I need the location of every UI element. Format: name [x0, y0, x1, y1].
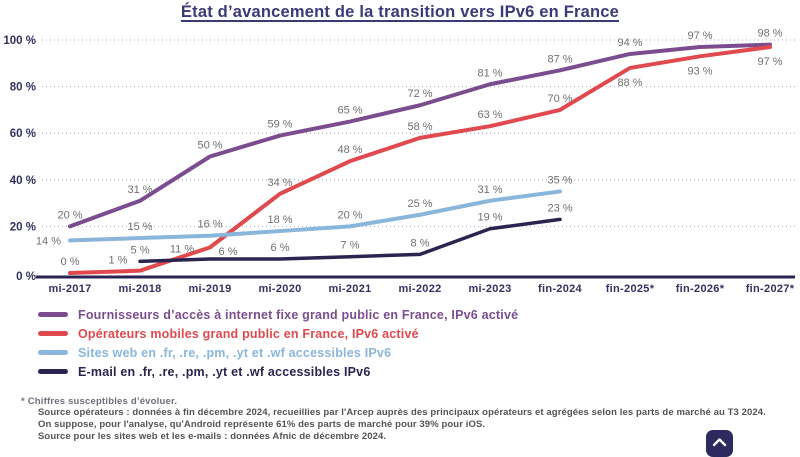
- source-note: Source opérateurs : données à fin décemb…: [38, 407, 790, 443]
- data-label-fai-fixe-mi-2023: 81 %: [477, 67, 502, 79]
- data-label-fai-fixe-mi-2019: 50 %: [197, 140, 222, 152]
- y-tick-label: 80 %: [10, 82, 36, 94]
- data-label-operateurs-mobiles-mi-2023: 63 %: [477, 109, 502, 121]
- data-label-email-mi-2021: 7 %: [341, 240, 360, 252]
- data-label-sites-web-mi-2019: 16 %: [197, 219, 222, 231]
- data-label-email-mi-2018: 5 %: [131, 244, 150, 256]
- data-label-fai-fixe-fin-2027: 98 %: [757, 28, 782, 40]
- chart-legend: Fournisseurs d’accès à internet fixe gra…: [38, 305, 518, 381]
- source-line-1: Source opérateurs : données à fin décemb…: [38, 407, 766, 418]
- series-line-sites-web: [68, 189, 562, 243]
- x-tick-label: mi-2022: [398, 283, 441, 295]
- data-label-operateurs-mobiles-mi-2018: 1 %: [109, 255, 128, 267]
- data-label-sites-web-mi-2017: 14 %: [36, 235, 61, 247]
- data-label-fai-fixe-fin-2025: 94 %: [617, 37, 642, 49]
- page-title: État d’avancement de la transition vers …: [180, 3, 620, 21]
- legend-item-operateurs-mobiles: Opérateurs mobiles grand public en Franc…: [38, 324, 518, 343]
- source-line-2: On suppose, pour l'analyse, qu'Android r…: [38, 419, 486, 430]
- data-label-operateurs-mobiles-fin-2026: 93 %: [687, 65, 712, 77]
- x-tick-label: mi-2021: [328, 283, 371, 295]
- data-label-sites-web-mi-2021: 20 %: [337, 209, 362, 221]
- data-label-sites-web-fin-2024: 35 %: [547, 174, 572, 186]
- legend-swatch-operateurs-mobiles: [38, 331, 68, 336]
- data-label-fai-fixe-fin-2026: 97 %: [687, 30, 712, 42]
- data-label-operateurs-mobiles-fin-2025: 88 %: [617, 77, 642, 89]
- data-label-sites-web-mi-2022: 25 %: [407, 198, 432, 210]
- x-tick-label: mi-2023: [468, 283, 511, 295]
- legend-swatch-sites-web: [38, 350, 68, 355]
- legend-swatch-fai-fixe: [38, 312, 68, 317]
- data-label-sites-web-mi-2018: 15 %: [127, 221, 152, 233]
- y-tick-label: 20 %: [10, 221, 36, 233]
- y-tick-label: 100 %: [3, 35, 36, 47]
- data-label-fai-fixe-mi-2021: 65 %: [337, 105, 362, 117]
- source-line-3: Source pour les sites web et les e-mails…: [38, 431, 387, 442]
- data-label-sites-web-mi-2020: 18 %: [267, 214, 292, 226]
- data-label-operateurs-mobiles-mi-2022: 58 %: [407, 121, 432, 133]
- data-label-fai-fixe-mi-2018: 31 %: [127, 184, 152, 196]
- legend-label-fai-fixe: Fournisseurs d’accès à internet fixe gra…: [78, 307, 519, 322]
- legend-swatch-email: [38, 369, 68, 374]
- legend-item-sites-web: Sites web en .fr, .re, .pm, .yt et .wf a…: [38, 343, 518, 362]
- data-label-fai-fixe-fin-2024: 87 %: [547, 53, 572, 65]
- data-label-email-mi-2019: 6 %: [219, 246, 238, 258]
- data-label-email-fin-2024: 23 %: [547, 202, 572, 214]
- data-label-sites-web-mi-2023: 31 %: [477, 184, 502, 196]
- y-tick-label: 40 %: [10, 175, 36, 187]
- data-label-operateurs-mobiles-mi-2020: 34 %: [267, 177, 292, 189]
- chevron-up-icon: [712, 438, 727, 447]
- legend-label-email: E-mail en .fr, .re, .pm, .yt et .wf acce…: [78, 364, 371, 379]
- legend-item-fai-fixe: Fournisseurs d’accès à internet fixe gra…: [38, 305, 518, 324]
- data-label-operateurs-mobiles-fin-2027: 97 %: [757, 56, 782, 68]
- y-tick-label: 0 %: [16, 271, 36, 283]
- x-tick-label: mi-2019: [188, 283, 231, 295]
- data-label-operateurs-mobiles-mi-2019: 11 %: [170, 243, 194, 255]
- data-label-fai-fixe-mi-2022: 72 %: [407, 88, 432, 100]
- legend-label-sites-web: Sites web en .fr, .re, .pm, .yt et .wf a…: [78, 345, 392, 360]
- y-tick-label: 60 %: [10, 128, 36, 140]
- data-label-operateurs-mobiles-mi-2017: 0 %: [61, 256, 80, 268]
- data-label-email-mi-2023: 19 %: [477, 212, 502, 224]
- x-tick-label: fin-2024: [538, 283, 583, 295]
- data-label-fai-fixe-mi-2017: 20 %: [57, 209, 82, 221]
- scroll-to-top-button[interactable]: [706, 430, 733, 457]
- x-tick-label: mi-2020: [258, 283, 301, 295]
- data-label-email-mi-2022: 8 %: [411, 237, 430, 249]
- data-label-email-mi-2020: 6 %: [271, 242, 290, 254]
- x-tick-label: fin-2026*: [676, 283, 725, 295]
- x-tick-label: fin-2027*: [746, 283, 795, 295]
- data-label-operateurs-mobiles-mi-2021: 48 %: [337, 144, 362, 156]
- series-line-email: [138, 217, 562, 264]
- x-tick-label: mi-2018: [118, 283, 161, 295]
- ipv6-progress-chart: 0 % 20 % 40 % 60 % 80 % 100 % mi-2017 mi-2018 mi…: [3, 28, 795, 295]
- x-tick-label: mi-2017: [48, 283, 91, 295]
- legend-item-email: E-mail en .fr, .re, .pm, .yt et .wf acce…: [38, 362, 518, 381]
- series-line-operateurs-mobiles: [68, 44, 772, 275]
- x-tick-label: fin-2025*: [606, 283, 655, 295]
- chart-footnote: * Chiffres susceptibles d’évoluer.: [21, 395, 178, 407]
- data-label-operateurs-mobiles-fin-2024: 70 %: [547, 93, 572, 105]
- data-label-fai-fixe-mi-2020: 59 %: [267, 119, 292, 131]
- series-line-fai-fixe: [68, 42, 772, 229]
- legend-label-operateurs-mobiles: Opérateurs mobiles grand public en Franc…: [78, 326, 419, 341]
